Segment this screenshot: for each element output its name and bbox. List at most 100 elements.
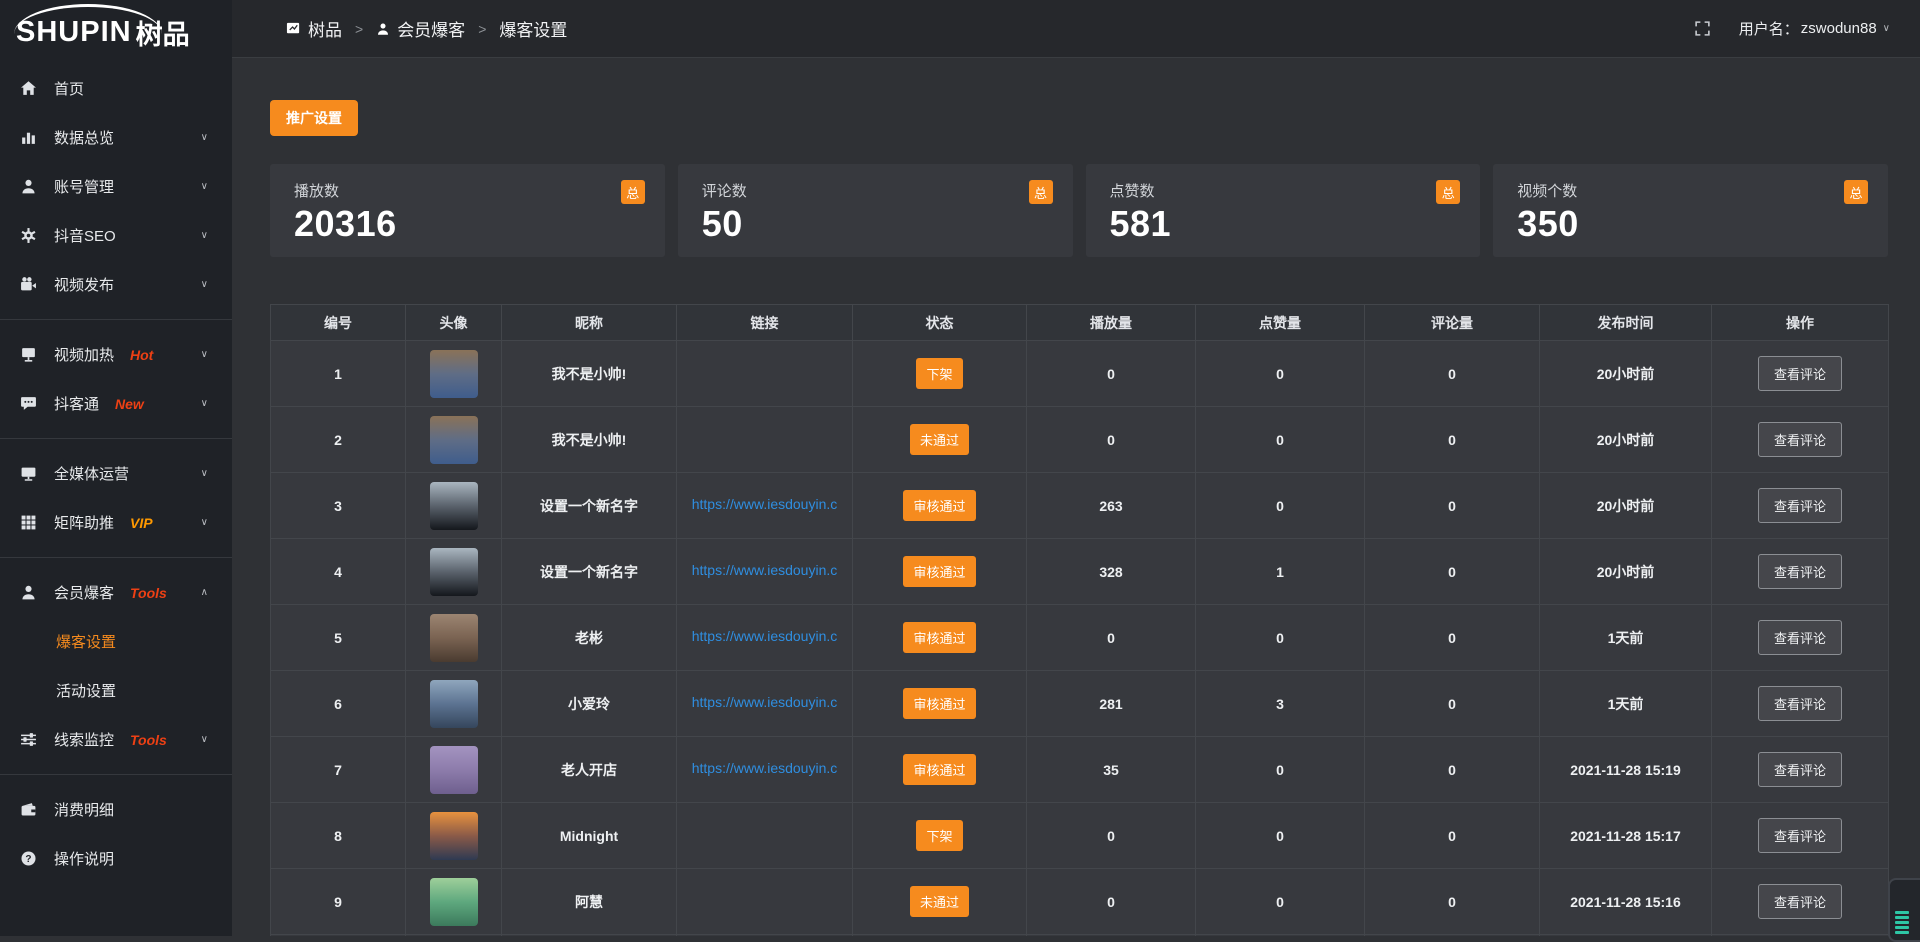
cell-link: https://www.iesdouyin.c (677, 473, 853, 539)
view-comments-button[interactable]: 查看评论 (1758, 620, 1842, 655)
avatar (430, 878, 478, 926)
sidebar-item-3[interactable]: 抖音SEO∨ (0, 211, 232, 260)
table-header-row: 编号 头像 昵称 链接 状态 播放量 点赞量 评论量 发布时间 操作 (271, 305, 1889, 341)
screen-stand-icon (20, 346, 37, 363)
breadcrumb-item-current: 爆客设置 (499, 16, 567, 41)
avatar (430, 548, 478, 596)
sidebar-item-11[interactable]: 消费明细 (0, 785, 232, 834)
breadcrumb-separator: > (355, 21, 363, 37)
user-dropdown[interactable]: 用户名：zswodun88 ∨ (1739, 18, 1890, 39)
member-icon (20, 584, 37, 601)
topbar-right: 用户名：zswodun88 ∨ (1694, 18, 1890, 39)
sidebar-item-1[interactable]: 数据总览∨ (0, 113, 232, 162)
fullscreen-icon[interactable] (1694, 20, 1711, 37)
promo-settings-button[interactable]: 推广设置 (270, 100, 358, 136)
breadcrumb-item-home[interactable]: 树品 (286, 16, 342, 41)
signal-bars-icon (1895, 909, 1909, 934)
sidebar-subitem-活动设置[interactable]: 活动设置 (0, 666, 232, 715)
cell-avatar (406, 803, 502, 869)
cell-id: 9 (271, 869, 406, 935)
sidebar-item-label: 抖音SEO (54, 225, 116, 246)
cell-avatar (406, 869, 502, 935)
cell-avatar (406, 737, 502, 803)
sidebar-item-0[interactable]: 首页 (0, 64, 232, 113)
cell-comments: 0 (1365, 869, 1540, 935)
sidebar-item-label: 视频加热 (54, 344, 114, 365)
breadcrumb-label: 爆客设置 (499, 16, 567, 41)
view-comments-button[interactable]: 查看评论 (1758, 422, 1842, 457)
video-link[interactable]: https://www.iesdouyin.c (692, 694, 838, 710)
cell-id: 8 (271, 803, 406, 869)
app-logo[interactable]: SHUPIN 树品 (0, 0, 232, 64)
header-nickname: 昵称 (502, 305, 677, 341)
username-label: 用户名： (1739, 18, 1799, 39)
cell-comments: 0 (1365, 671, 1540, 737)
view-comments-button[interactable]: 查看评论 (1758, 686, 1842, 721)
cell-id: 3 (271, 473, 406, 539)
sidebar-item-12[interactable]: ?操作说明 (0, 834, 232, 883)
sidebar-item-label: 视频发布 (54, 274, 114, 295)
view-comments-button[interactable]: 查看评论 (1758, 488, 1842, 523)
total-badge: 总 (1029, 180, 1053, 204)
avatar (430, 416, 478, 464)
video-link[interactable]: https://www.iesdouyin.c (692, 496, 838, 512)
view-comments-button[interactable]: 查看评论 (1758, 884, 1842, 919)
sidebar-item-label: 消费明细 (54, 799, 114, 820)
cell-id: 2 (271, 407, 406, 473)
sidebar-item-tag: Tools (130, 732, 167, 748)
cell-time: 2021-11-28 15:19 (1540, 737, 1712, 803)
floating-service-widget[interactable] (1888, 878, 1920, 942)
cell-comments: 0 (1365, 605, 1540, 671)
sidebar-subitem-label: 爆客设置 (56, 631, 116, 652)
sidebar-subitem-label: 活动设置 (56, 680, 116, 701)
status-badge: 审核通过 (903, 688, 975, 719)
cell-plays: 35 (1027, 737, 1196, 803)
header-id: 编号 (271, 305, 406, 341)
view-comments-button[interactable]: 查看评论 (1758, 554, 1842, 589)
cell-nickname: Midnight (502, 803, 677, 869)
status-badge: 未通过 (910, 424, 969, 455)
view-comments-button[interactable]: 查看评论 (1758, 818, 1842, 853)
cell-time: 20小时前 (1540, 407, 1712, 473)
video-link[interactable]: https://www.iesdouyin.c (692, 562, 838, 578)
monitor-icon (20, 465, 37, 482)
sidebar-subitem-爆客设置[interactable]: 爆客设置 (0, 617, 232, 666)
cell-time: 1天前 (1540, 671, 1712, 737)
breadcrumb-item-member[interactable]: 会员爆客 (376, 16, 465, 41)
stat-label: 视频个数 (1517, 180, 1888, 201)
video-link[interactable]: https://www.iesdouyin.c (692, 628, 838, 644)
sidebar-item-2[interactable]: 账号管理∨ (0, 162, 232, 211)
view-comments-button[interactable]: 查看评论 (1758, 752, 1842, 787)
video-link[interactable]: https://www.iesdouyin.c (692, 760, 838, 776)
chevron-icon: ∨ (201, 181, 208, 192)
header-comments: 评论量 (1365, 305, 1540, 341)
cell-actions: 查看评论 (1712, 605, 1889, 671)
cell-id: 5 (271, 605, 406, 671)
cell-nickname: 设置一个新名字 (502, 539, 677, 605)
sidebar-item-4[interactable]: 视频发布∨ (0, 260, 232, 309)
cell-likes: 1 (1196, 539, 1365, 605)
chat-bubble-icon (20, 395, 37, 412)
cell-comments: 0 (1365, 473, 1540, 539)
sidebar-item-7[interactable]: 全媒体运营∨ (0, 449, 232, 498)
cell-avatar (406, 605, 502, 671)
sidebar-item-label: 操作说明 (54, 848, 114, 869)
header-avatar: 头像 (406, 305, 502, 341)
view-comments-button[interactable]: 查看评论 (1758, 356, 1842, 391)
cell-link (677, 803, 853, 869)
header-status: 状态 (853, 305, 1027, 341)
chevron-icon: ∨ (201, 517, 208, 528)
sidebar-item-label: 全媒体运营 (54, 463, 129, 484)
cell-plays: 263 (1027, 473, 1196, 539)
cell-link: https://www.iesdouyin.c (677, 605, 853, 671)
stats-row: 播放数 20316 总 评论数 50 总 点赞数 581 总 视频个数 350 … (270, 164, 1888, 257)
